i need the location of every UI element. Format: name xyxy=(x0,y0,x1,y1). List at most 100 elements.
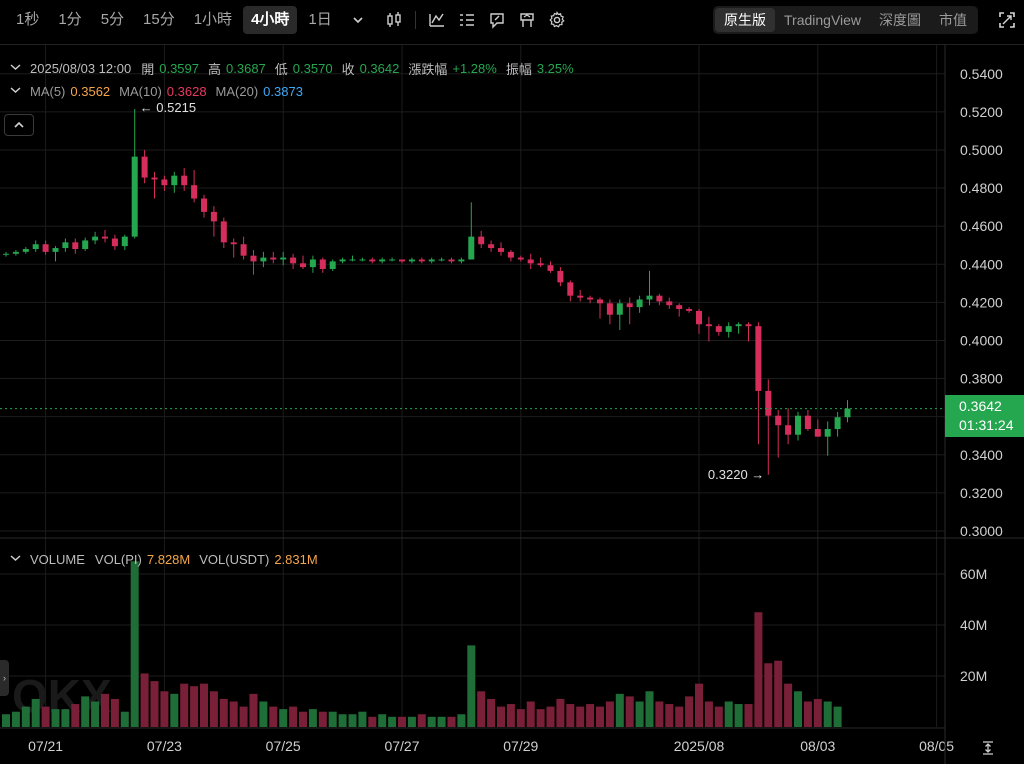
ma10-label: MA(10) xyxy=(119,84,162,99)
volume-bar xyxy=(110,698,119,727)
candle-body xyxy=(201,198,207,212)
time-tick-label: 2025/08 xyxy=(674,738,725,754)
candle-body xyxy=(131,156,138,237)
timeframe-15m[interactable]: 15分 xyxy=(143,11,175,28)
collapse-legend-button[interactable] xyxy=(4,114,34,136)
ma20-label: MA(20) xyxy=(215,84,259,99)
toolbar-divider xyxy=(414,11,416,29)
timeframe-1s[interactable]: 1秒 xyxy=(16,11,40,28)
template-icon[interactable] xyxy=(512,6,542,34)
chevron-down-icon[interactable] xyxy=(343,6,373,34)
candle-body xyxy=(507,251,514,258)
chart-toolbar: 1秒 1分 5分 15分 1小時 4小時 1日 xyxy=(0,0,1024,40)
volume-bar xyxy=(71,704,80,727)
chevron-down-icon[interactable] xyxy=(10,554,24,565)
candle-body xyxy=(478,236,485,245)
candle-body xyxy=(785,425,792,435)
candle-body xyxy=(488,244,495,249)
mode-depth[interactable]: 深度圖 xyxy=(879,12,922,28)
gear-icon[interactable] xyxy=(542,6,572,34)
mode-tradingview[interactable]: TradingView xyxy=(784,12,862,28)
time-tick-label: 07/27 xyxy=(384,738,419,754)
volume-bar xyxy=(249,693,258,727)
axis-scale-icon[interactable] xyxy=(975,738,1001,758)
price-tick-label: 0.3200 xyxy=(960,485,1003,501)
ma5-label: MA(5) xyxy=(30,84,66,99)
candle-body xyxy=(606,303,613,315)
candle-body xyxy=(577,295,584,298)
high-value: 0.3687 xyxy=(226,61,266,76)
volume-bar xyxy=(279,709,288,727)
drawing-list-icon[interactable] xyxy=(452,6,482,34)
volume-bar xyxy=(31,698,40,727)
candle-body xyxy=(666,301,673,306)
timeframe-1h[interactable]: 1小時 xyxy=(193,11,233,28)
volume-bar xyxy=(229,701,238,727)
volume-bar xyxy=(546,706,555,727)
price-tick-label: 0.4200 xyxy=(960,294,1003,310)
candle-body xyxy=(676,305,683,310)
price-tick-label: 0.3000 xyxy=(960,523,1003,539)
candle-body xyxy=(52,248,59,252)
mode-native[interactable]: 原生版 xyxy=(715,8,775,32)
candle-body xyxy=(280,257,287,260)
volume-bar xyxy=(289,706,298,727)
chevron-right-icon[interactable]: › xyxy=(0,660,9,696)
volume-bar xyxy=(41,706,50,727)
price-tick-label: 0.3800 xyxy=(960,371,1003,387)
candle-body xyxy=(616,303,623,315)
volume-title: VOLUME xyxy=(30,552,85,567)
ma-legend: MA(5) 0.3562 MA(10) 0.3628 MA(20) 0.3873 xyxy=(10,84,312,99)
candle-body xyxy=(210,211,217,222)
volume-bar xyxy=(784,683,793,727)
timeframe-1d[interactable]: 1日 xyxy=(308,11,332,28)
volume-bar xyxy=(506,704,515,727)
view-mode-switcher: 原生版 TradingView 深度圖 市值 xyxy=(713,6,979,34)
mode-market-cap[interactable]: 市值 xyxy=(939,12,968,28)
timeframe-4h[interactable]: 4小時 xyxy=(243,6,298,34)
candle-body xyxy=(62,242,69,249)
candle-body xyxy=(428,259,435,262)
chevron-down-icon[interactable] xyxy=(10,63,24,74)
volume-bar xyxy=(833,706,842,727)
candle-style-icon[interactable] xyxy=(379,6,409,34)
candle-body xyxy=(240,244,247,256)
candle-body xyxy=(329,261,336,270)
volume-bar xyxy=(299,711,307,727)
ma20-value: 0.3873 xyxy=(263,84,303,99)
candle-body xyxy=(795,415,801,435)
open-label: 開 xyxy=(141,62,155,77)
candle-body xyxy=(735,324,742,327)
candle-body xyxy=(458,259,465,262)
candle-body xyxy=(102,236,108,239)
volume-bar xyxy=(269,706,278,727)
indicators-icon[interactable] xyxy=(422,6,452,34)
price-tick-label: 0.4600 xyxy=(960,218,1003,234)
candle-body xyxy=(834,417,841,430)
chevron-down-icon[interactable] xyxy=(10,86,24,97)
volume-bar xyxy=(239,706,248,727)
candle-body xyxy=(537,263,544,266)
candle-body xyxy=(804,415,811,430)
timeframe-5m[interactable]: 5分 xyxy=(100,11,125,28)
price-tick-label: 0.5200 xyxy=(960,104,1003,120)
candle-body xyxy=(141,156,148,178)
volume-bar xyxy=(368,716,377,727)
fullscreen-icon[interactable] xyxy=(994,8,1020,32)
timeframe-1m[interactable]: 1分 xyxy=(58,11,82,28)
change-label: 漲跌幅 xyxy=(408,62,448,77)
volume-bar xyxy=(695,683,703,727)
candle-body xyxy=(171,175,178,186)
candle-body xyxy=(339,259,346,262)
volume-bar xyxy=(190,686,199,727)
annotate-icon[interactable] xyxy=(482,6,512,34)
low-label: 低 xyxy=(274,62,288,77)
candle-body xyxy=(121,236,128,247)
volume-bar xyxy=(497,706,505,727)
volume-bar xyxy=(526,701,535,727)
candle-body xyxy=(814,429,821,437)
candle-body xyxy=(408,259,415,262)
ohlc-datetime: 2025/08/03 12:00 xyxy=(30,61,132,76)
volume-bar xyxy=(11,711,20,727)
